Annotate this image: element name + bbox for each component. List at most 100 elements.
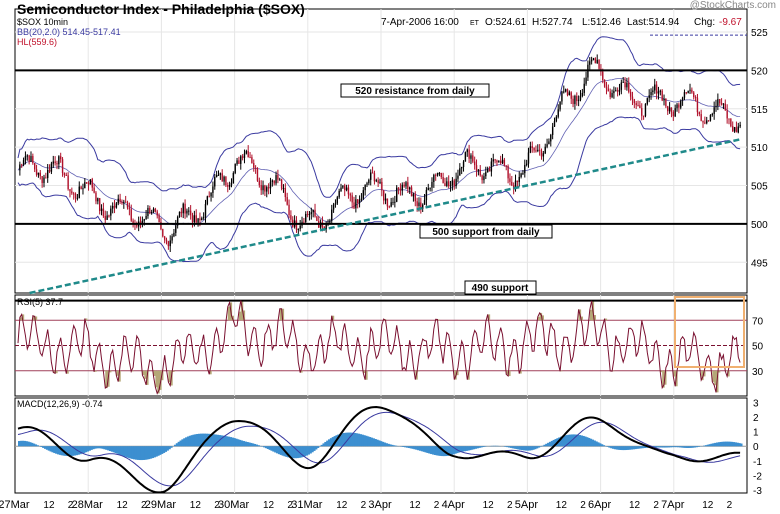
price-candle-body — [464, 152, 467, 162]
price-candle-body — [434, 174, 437, 176]
macd-histogram-bar — [517, 446, 520, 450]
macd-histogram-bar — [207, 433, 210, 447]
price-candle-body — [590, 59, 593, 62]
price-candle-body — [603, 80, 606, 87]
rsi-extreme-fill — [703, 370, 706, 377]
rsi-extreme-fill — [118, 370, 121, 382]
price-candle-body — [225, 176, 227, 186]
price-candle-body — [550, 134, 552, 142]
price-candle-body — [119, 198, 121, 202]
price-candle-body — [98, 198, 101, 212]
macd-histogram-bar — [355, 433, 359, 447]
macd-histogram-bar — [469, 446, 472, 451]
price-candle-body — [43, 177, 45, 183]
price-candle-body — [52, 161, 54, 164]
macd-histogram-bar — [190, 435, 194, 447]
rsi-extreme-fill — [159, 370, 162, 390]
macd-histogram-bar — [578, 435, 582, 447]
macd-histogram-bar — [465, 446, 468, 451]
price-candle-body — [329, 220, 331, 223]
macd-histogram-bar — [729, 441, 732, 447]
price-candle-body — [154, 208, 157, 212]
price-candle-body — [30, 156, 32, 162]
macd-histogram-bar — [587, 437, 591, 447]
macd-histogram-bar — [608, 446, 611, 448]
macd-histogram-bar — [153, 446, 156, 458]
macd-histogram-bar — [625, 446, 628, 451]
price-candle-body — [370, 172, 372, 180]
macd-histogram-bar — [522, 446, 526, 451]
price-candle-body — [383, 190, 385, 201]
price-candle-body — [598, 59, 600, 69]
macd-histogram-bar — [409, 446, 413, 449]
macd-histogram-bar — [664, 446, 667, 448]
price-candle-body — [557, 109, 559, 117]
price-candle-body — [26, 155, 28, 157]
quote-last: Last:514.94 — [627, 17, 680, 28]
rsi-extreme-fill — [727, 370, 730, 377]
rsi-extreme-fill — [116, 370, 119, 376]
rsi-extreme-fill — [712, 370, 715, 382]
price-candle-body — [117, 198, 119, 204]
macd-histogram-bar — [411, 446, 414, 449]
price-candle-body — [698, 112, 701, 115]
macd-histogram-bar — [407, 446, 411, 449]
price-candle-body — [104, 216, 106, 220]
price-candle-body — [635, 103, 637, 106]
price-candle-body — [47, 169, 49, 178]
macd-histogram-bar — [149, 446, 153, 459]
x-tick-label: 3Apr — [368, 499, 392, 511]
macd-histogram-bar — [688, 446, 691, 448]
rsi-extreme-fill — [238, 311, 242, 321]
macd-label: MACD(12,26,9) -0.74 — [17, 399, 103, 409]
price-candle-body — [100, 208, 103, 212]
rsi-extreme-fill — [701, 370, 704, 381]
macd-histogram-bar — [268, 446, 271, 450]
macd-histogram-bar — [248, 442, 251, 447]
price-candle-body — [202, 217, 205, 219]
macd-histogram-bar — [101, 446, 104, 449]
macd-histogram-bar — [703, 445, 706, 447]
macd-histogram-bar — [21, 440, 25, 447]
price-candle-body — [74, 193, 77, 199]
macd-histogram-bar — [105, 446, 108, 450]
macd-histogram-bar — [418, 446, 422, 451]
price-candle-body — [124, 201, 127, 203]
macd-histogram-bar — [279, 446, 283, 455]
price-candle-body — [577, 99, 580, 102]
price-candle-body — [332, 204, 335, 210]
macd-histogram-bar — [302, 446, 305, 457]
price-candle-body — [199, 218, 201, 221]
price-candle-body — [602, 71, 604, 81]
macd-histogram-bar — [526, 446, 530, 451]
macd-histogram-bar — [357, 433, 361, 447]
macd-histogram-bar — [337, 434, 340, 447]
x-tick-label: 12 — [629, 500, 641, 511]
macd-histogram-bar — [392, 445, 396, 447]
price-candle-body — [570, 92, 572, 99]
x-tick-label: 12 — [190, 500, 202, 511]
price-candle-body — [338, 191, 340, 198]
macd-histogram-bar — [147, 446, 151, 460]
macd-histogram-bar — [437, 446, 440, 456]
price-candle-body — [360, 198, 363, 200]
rsi-extreme-fill — [53, 370, 56, 373]
price-candle-body — [113, 205, 116, 208]
macd-histogram-bar — [615, 446, 619, 450]
macd-histogram-bar — [452, 446, 455, 455]
macd-histogram-bar — [66, 446, 69, 457]
macd-histogram-bar — [444, 446, 448, 457]
macd-y-tick: -1 — [753, 457, 762, 468]
price-candle-body — [386, 198, 389, 207]
price-candle-body — [657, 91, 660, 94]
price-candle-body — [288, 204, 290, 216]
price-candle-body — [173, 232, 175, 237]
macd-histogram-bar — [246, 442, 249, 447]
macd-histogram-bar — [186, 436, 190, 447]
price-candle-body — [553, 121, 556, 127]
macd-histogram-bar — [669, 446, 672, 448]
price-candle-body — [486, 168, 489, 173]
price-candle-body — [37, 172, 40, 175]
price-candle-body — [641, 108, 643, 116]
rsi-extreme-fill — [541, 315, 544, 321]
